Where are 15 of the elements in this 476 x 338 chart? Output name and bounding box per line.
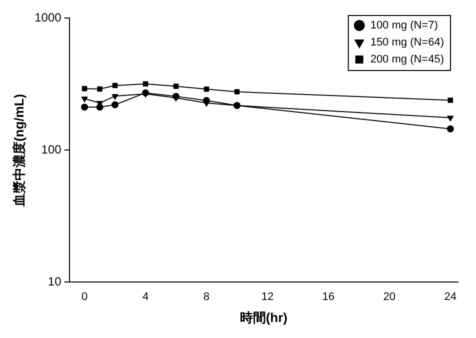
x-tick-label: 12 [261,290,274,303]
x-tick-label: 16 [322,290,335,303]
y-tick-label: 1000 [34,10,62,25]
y-tick-label: 10 [48,274,62,289]
legend-label: 100 mg (N=7) [370,20,438,32]
legend-label: 200 mg (N=45) [370,54,444,66]
x-tick-label: 0 [81,290,88,303]
y-tick-label: 100 [41,142,62,157]
x-tick-label: 8 [203,290,210,303]
x-tick-label: 20 [383,290,396,303]
x-tick-label: 4 [142,290,149,303]
x-tick-label: 24 [444,290,457,303]
legend-label: 150 mg (N=64) [370,36,444,49]
x-axis-title: 時間(hr) [240,310,288,325]
y-axis-title: 血漿中濃度(ng/mL) [11,94,26,208]
